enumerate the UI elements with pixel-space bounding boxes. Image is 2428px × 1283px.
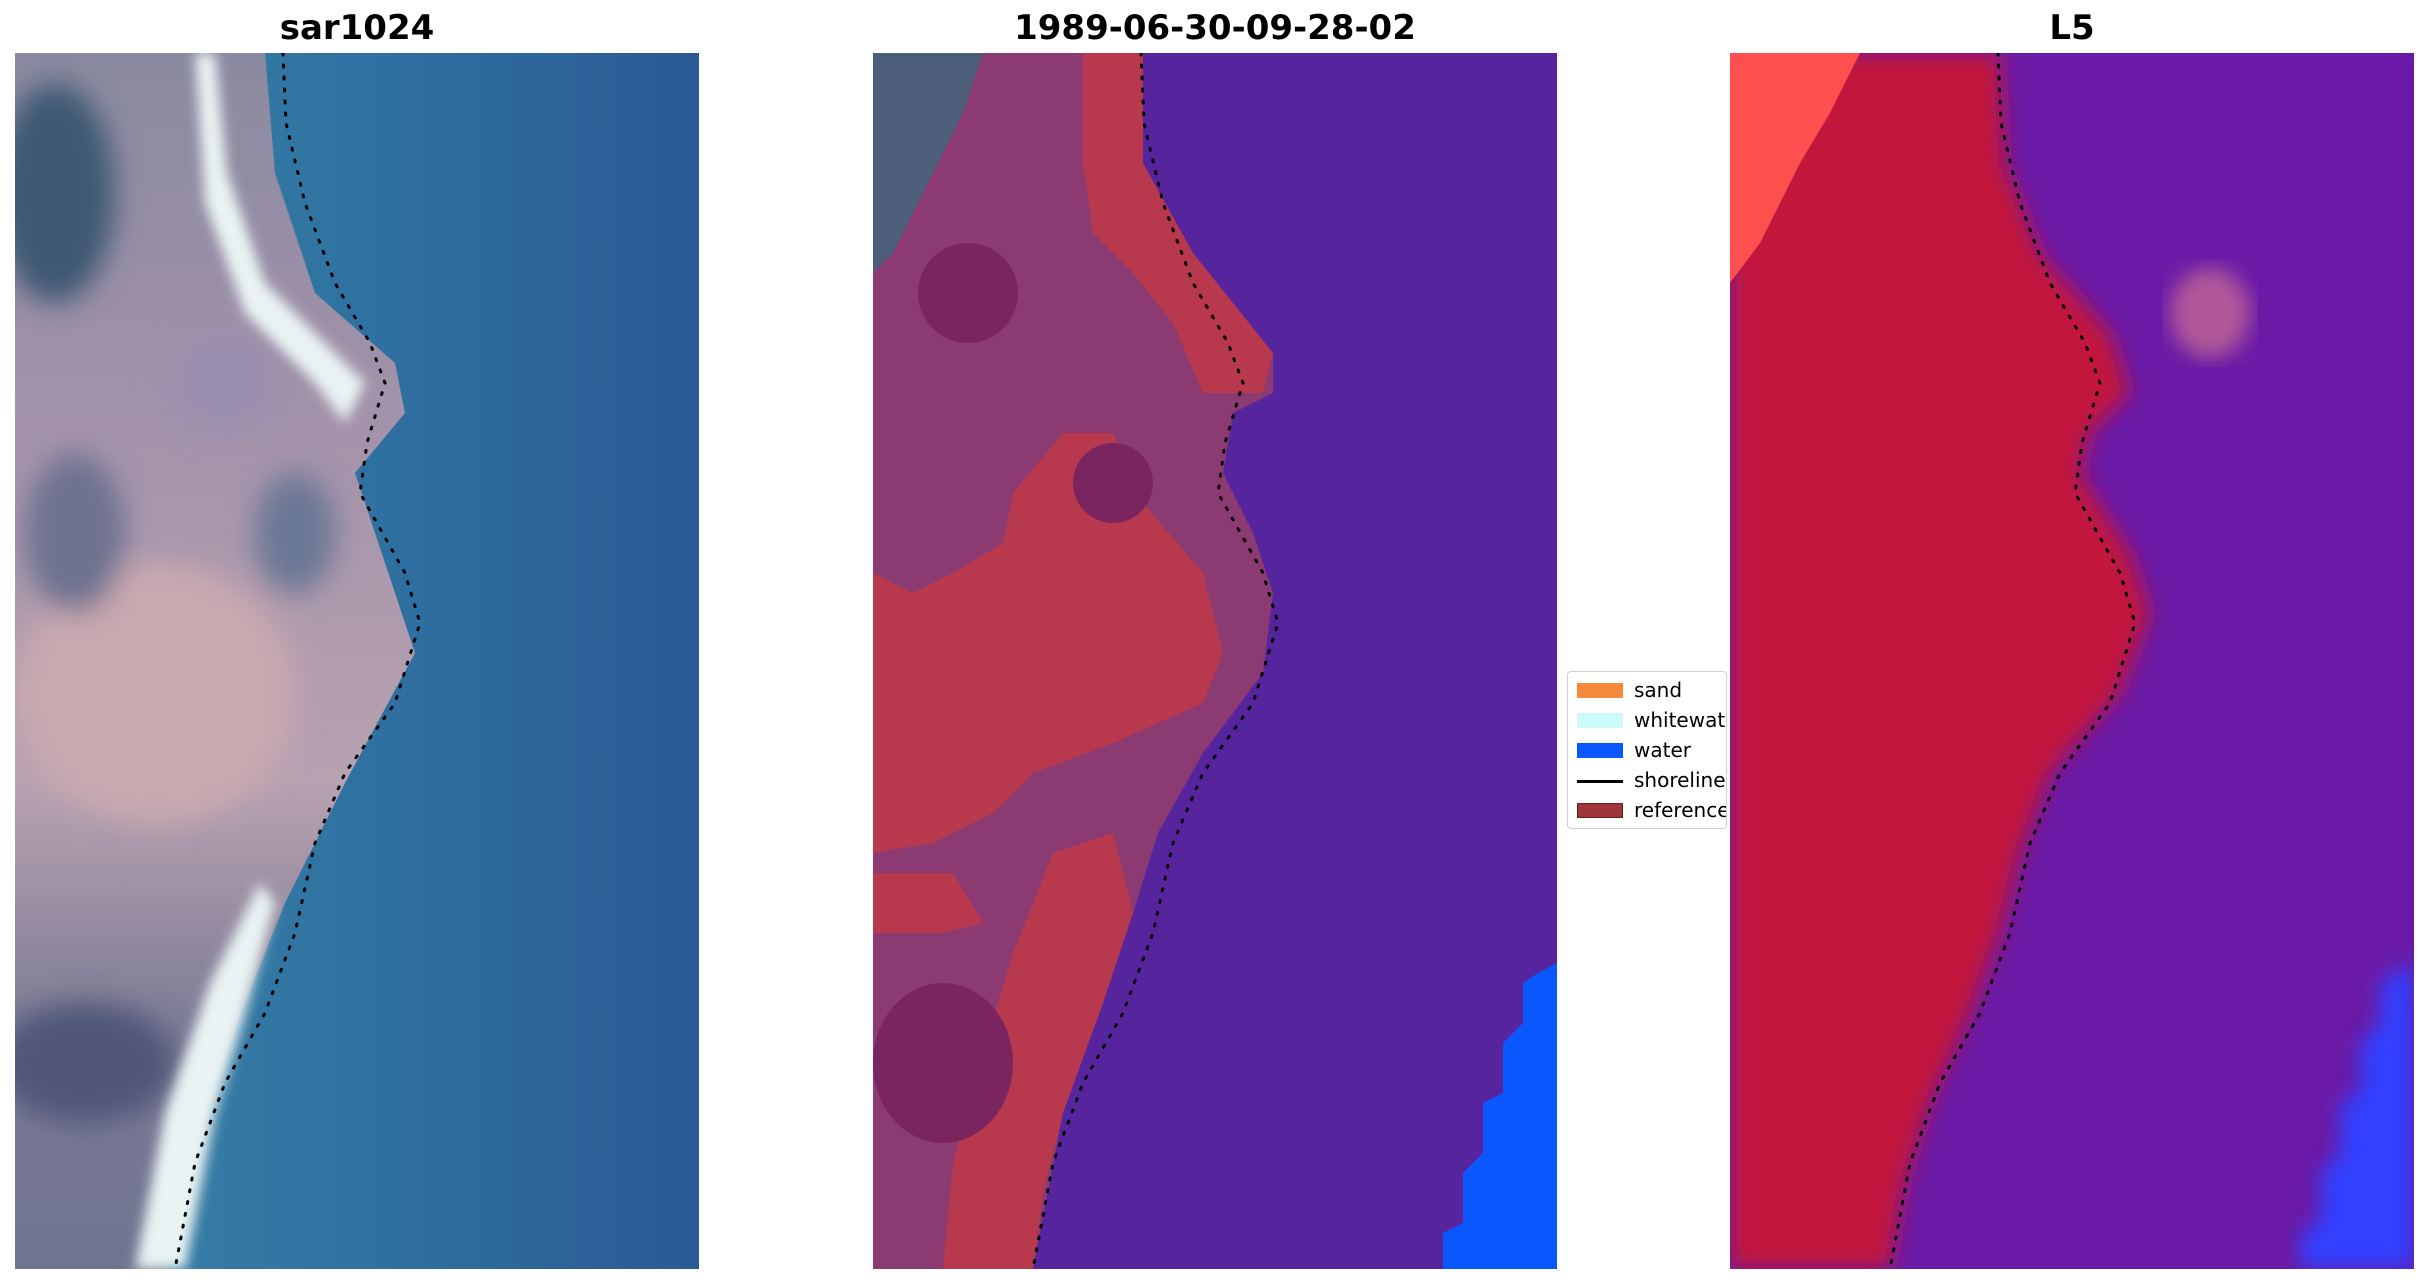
water-swatch: [1577, 743, 1623, 758]
panel-title-l5: L5: [2049, 8, 2095, 48]
legend-item-whitewater: whitewater: [1568, 706, 1726, 734]
whitewater-swatch: [1577, 713, 1623, 728]
legend-item-water: water: [1568, 736, 1726, 764]
shoreline-line-swatch: [1577, 780, 1623, 783]
panel-title-sar1024: sar1024: [279, 8, 435, 48]
rgb-image-panel: [15, 53, 699, 1269]
legend-item-sand: sand: [1568, 676, 1726, 704]
classification-panel: [873, 53, 1557, 1269]
sand-swatch: [1577, 683, 1623, 698]
legend-label-shoreline: shoreline: [1634, 768, 1726, 792]
l5-panel: [1730, 53, 2414, 1269]
legend-label-water: water: [1634, 738, 1691, 762]
l5-image: [1730, 53, 2414, 1269]
legend-label-whitewater: whitewater: [1634, 708, 1726, 732]
classification-image: [873, 53, 1557, 1269]
legend-item-shoreline: shoreline: [1568, 766, 1726, 794]
panel-title-date: 1989-06-30-09-28-02: [1014, 8, 1416, 48]
legend-label-reference: reference: [1634, 798, 1727, 822]
rgb-image: [15, 53, 699, 1269]
reference-swatch: [1577, 803, 1623, 818]
legend-item-reference: reference: [1568, 796, 1727, 824]
legend: sand whitewater water shoreline referenc…: [1567, 671, 1727, 829]
legend-label-sand: sand: [1634, 678, 1683, 702]
